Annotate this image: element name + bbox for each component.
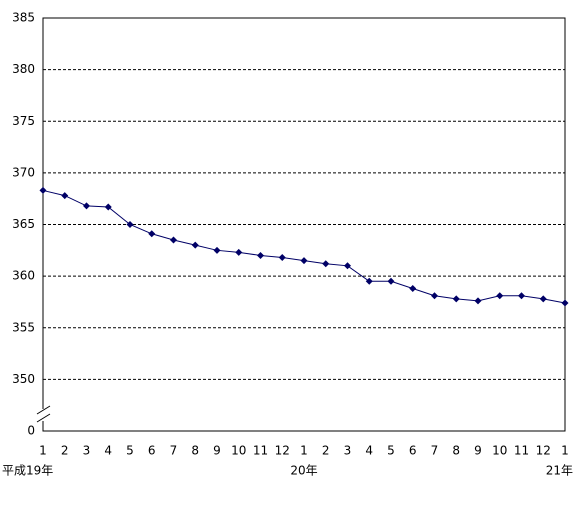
data-point	[39, 186, 47, 194]
x-tick-label: 9	[213, 444, 221, 458]
data-point	[61, 192, 69, 200]
data-point	[474, 297, 482, 305]
y-tick-label: 380	[12, 62, 35, 76]
data-point	[191, 241, 199, 249]
x-tick-label: 11	[253, 444, 268, 458]
data-point	[278, 254, 286, 262]
data-point	[213, 246, 221, 254]
x-tick-label: 1	[300, 444, 308, 458]
x-tick-label: 8	[191, 444, 199, 458]
y-tick-label: 385	[12, 11, 35, 25]
y-tick-label: 365	[12, 217, 35, 231]
x-tick-label: 12	[275, 444, 290, 458]
x-tick-label: 3	[83, 444, 91, 458]
break-mark	[36, 413, 51, 423]
data-point	[518, 292, 525, 300]
x-tick-label: 11	[514, 444, 529, 458]
x-tick-label: 7	[170, 444, 178, 458]
x-tick-label: 3	[344, 444, 352, 458]
data-point	[235, 248, 243, 256]
x-group-label: 平成19年	[2, 464, 53, 478]
x-tick-label: 6	[148, 444, 156, 458]
x-group-label: 21年	[546, 464, 573, 478]
y-tick-label: 350	[12, 372, 35, 386]
data-point	[387, 277, 395, 285]
data-point	[561, 299, 569, 307]
data-point	[104, 203, 112, 211]
x-tick-label: 12	[536, 444, 551, 458]
x-tick-label: 10	[492, 444, 507, 458]
x-tick-label: 4	[365, 444, 373, 458]
data-point	[322, 260, 330, 268]
x-tick-label: 5	[126, 444, 134, 458]
break-mark	[36, 405, 51, 415]
x-tick-label: 9	[474, 444, 482, 458]
data-point	[170, 236, 177, 244]
y-tick-label: 0	[27, 424, 35, 438]
x-tick-label: 2	[61, 444, 69, 458]
x-tick-label: 5	[387, 444, 395, 458]
data-point	[83, 202, 90, 210]
data-point	[148, 230, 156, 238]
x-tick-label: 6	[409, 444, 417, 458]
x-tick-label: 7	[431, 444, 439, 458]
x-tick-label: 1	[39, 444, 47, 458]
data-point	[257, 251, 264, 259]
y-tick-label: 375	[12, 114, 35, 128]
data-point	[126, 221, 134, 228]
data-point	[452, 295, 460, 303]
y-tick-label: 360	[12, 269, 35, 283]
x-tick-label: 2	[322, 444, 330, 458]
data-line	[42, 189, 566, 304]
data-point	[496, 292, 504, 300]
x-tick-label: 1	[561, 444, 569, 458]
x-tick-label: 4	[104, 444, 112, 458]
y-tick-label: 370	[12, 165, 35, 179]
data-point	[365, 277, 373, 285]
data-point	[409, 285, 417, 293]
x-tick-label: 10	[231, 444, 246, 458]
x-tick-label: 8	[452, 444, 460, 458]
y-tick-label: 355	[12, 320, 35, 334]
axis-break	[36, 405, 51, 423]
x-group-label: 20年	[290, 464, 317, 478]
data-point	[539, 295, 547, 303]
data-point	[300, 257, 308, 265]
data-point	[431, 292, 438, 300]
data-point	[344, 262, 351, 270]
